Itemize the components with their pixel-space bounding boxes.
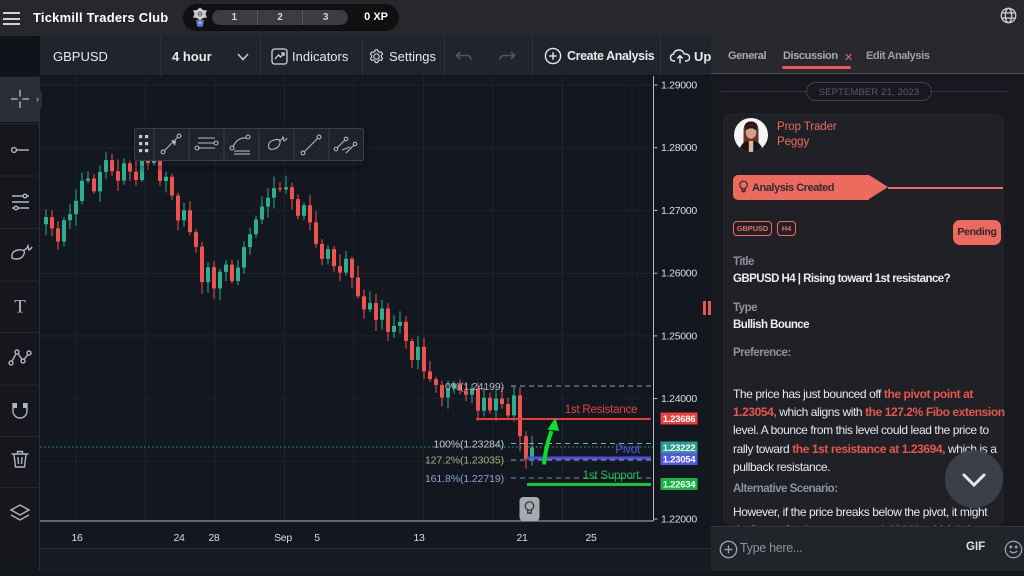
svg-text:25: 25 [585, 532, 597, 544]
svg-text:Sep: Sep [274, 532, 292, 544]
svg-text:161.8%(1.22719): 161.8%(1.22719) [425, 473, 504, 485]
svg-text:1.26000: 1.26000 [661, 268, 697, 280]
svg-text:127.2%(1.23035): 127.2%(1.23035) [425, 455, 504, 467]
svg-text:1.22634: 1.22634 [663, 479, 697, 490]
svg-text:24: 24 [173, 532, 185, 544]
svg-text:1.29000: 1.29000 [661, 80, 697, 92]
svg-text:0%(1.24199): 0%(1.24199) [445, 381, 504, 393]
svg-text:1.24000: 1.24000 [661, 393, 697, 405]
svg-text:1.22000: 1.22000 [661, 514, 697, 526]
svg-text:5: 5 [314, 532, 320, 544]
svg-text:Pivot: Pivot [615, 444, 641, 456]
svg-text:1.27000: 1.27000 [661, 205, 697, 217]
svg-text:16: 16 [71, 532, 83, 544]
svg-text:1st Support: 1st Support [583, 470, 641, 482]
svg-text:13: 13 [413, 532, 425, 544]
svg-text:1.23686: 1.23686 [663, 414, 696, 425]
svg-text:1.28000: 1.28000 [661, 142, 697, 154]
svg-text:1.25000: 1.25000 [661, 330, 697, 342]
svg-text:1st Resistance: 1st Resistance [565, 404, 638, 416]
svg-text:28: 28 [208, 532, 220, 544]
svg-text:1.23222: 1.23222 [663, 443, 696, 454]
svg-text:1.23054: 1.23054 [663, 454, 697, 465]
svg-text:100%(1.23284): 100%(1.23284) [433, 439, 504, 451]
svg-text:21: 21 [516, 532, 528, 544]
svg-text:T: T [14, 297, 26, 318]
